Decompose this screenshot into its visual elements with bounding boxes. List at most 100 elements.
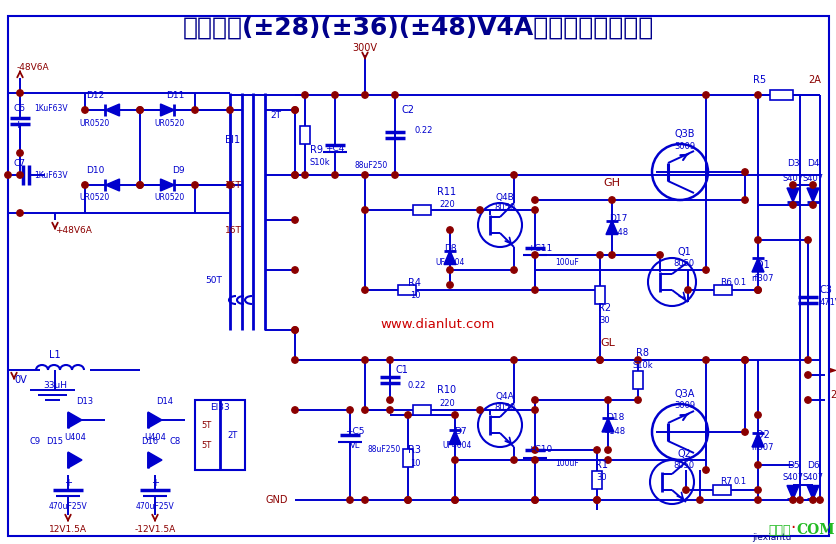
Circle shape [741, 197, 747, 203]
Circle shape [17, 172, 23, 178]
Bar [713, 285, 732, 295]
Circle shape [302, 92, 308, 98]
Circle shape [804, 372, 810, 378]
Circle shape [702, 92, 708, 98]
Text: C2: C2 [401, 105, 414, 115]
Circle shape [17, 210, 23, 216]
Polygon shape [786, 485, 798, 499]
Text: D9: D9 [172, 165, 185, 175]
Circle shape [346, 497, 353, 503]
Text: 0.1: 0.1 [732, 277, 746, 287]
Circle shape [604, 397, 610, 403]
Circle shape [386, 397, 393, 403]
Circle shape [741, 357, 747, 363]
Text: 220: 220 [439, 200, 454, 208]
Text: 470uF25V: 470uF25V [48, 503, 87, 511]
Circle shape [451, 457, 457, 463]
Text: 30: 30 [596, 473, 607, 483]
Circle shape [604, 447, 610, 453]
Text: D13: D13 [76, 398, 94, 406]
Text: 2T: 2T [227, 430, 237, 440]
Circle shape [17, 150, 23, 156]
Bar [594, 286, 604, 304]
Text: L1: L1 [49, 350, 61, 360]
Circle shape [227, 182, 233, 188]
Text: D11: D11 [166, 90, 185, 100]
Text: Q2: Q2 [676, 449, 690, 459]
Text: D14: D14 [156, 398, 173, 406]
Circle shape [292, 267, 298, 273]
Text: +C11: +C11 [527, 244, 552, 252]
Circle shape [604, 457, 610, 463]
Polygon shape [161, 179, 174, 191]
Circle shape [510, 267, 517, 273]
Circle shape [531, 497, 538, 503]
Circle shape [346, 407, 353, 413]
Bar [299, 126, 309, 144]
Circle shape [593, 497, 599, 503]
Text: C6: C6 [14, 103, 26, 113]
Text: R6: R6 [719, 277, 732, 287]
Polygon shape [786, 188, 798, 202]
Text: C3: C3 [819, 285, 832, 295]
Circle shape [809, 202, 815, 208]
Circle shape [754, 92, 760, 98]
Circle shape [82, 182, 88, 188]
Text: UR0520: UR0520 [79, 119, 110, 127]
Text: R7: R7 [719, 478, 732, 486]
Circle shape [596, 357, 603, 363]
Circle shape [531, 407, 538, 413]
Circle shape [531, 397, 538, 403]
Circle shape [702, 267, 708, 273]
Circle shape [809, 497, 815, 503]
Polygon shape [68, 412, 82, 428]
Circle shape [608, 197, 614, 203]
Text: 33uH: 33uH [43, 380, 67, 390]
Circle shape [809, 182, 815, 188]
Circle shape [634, 357, 640, 363]
Text: GL: GL [600, 338, 614, 348]
Text: ·: · [789, 519, 794, 537]
Text: 300V: 300V [352, 43, 377, 53]
Text: rf307: rf307 [751, 443, 773, 453]
Text: 88uF250: 88uF250 [354, 160, 388, 170]
Circle shape [702, 357, 708, 363]
Bar [195, 400, 245, 470]
Text: 1KuF63V: 1KuF63V [34, 103, 68, 113]
Polygon shape [105, 104, 120, 116]
Text: 4148: 4148 [607, 227, 628, 237]
Circle shape [796, 497, 803, 503]
Circle shape [741, 357, 747, 363]
Text: COM: COM [795, 523, 833, 537]
Text: D10: D10 [86, 165, 104, 175]
Text: 16T: 16T [224, 226, 241, 234]
Polygon shape [161, 104, 174, 116]
Text: R8: R8 [635, 348, 649, 358]
Circle shape [804, 237, 810, 243]
Text: EI33: EI33 [210, 404, 230, 412]
Text: VL: VL [349, 441, 359, 449]
Circle shape [596, 357, 603, 363]
Circle shape [684, 287, 691, 293]
Circle shape [446, 227, 452, 233]
Circle shape [451, 412, 457, 418]
Text: C7: C7 [14, 158, 26, 168]
Text: R1: R1 [594, 460, 608, 470]
Circle shape [531, 497, 538, 503]
Circle shape [361, 357, 368, 363]
Circle shape [361, 497, 368, 503]
Text: 0.22: 0.22 [407, 380, 426, 390]
Text: 88uF250: 88uF250 [368, 446, 400, 454]
Text: 捷成图: 捷成图 [767, 523, 789, 536]
Circle shape [593, 497, 599, 503]
Text: 220N◄: 220N◄ [829, 390, 836, 400]
Text: S10k: S10k [632, 361, 653, 369]
Text: D18: D18 [605, 413, 624, 423]
Text: UF4004: UF4004 [441, 442, 472, 450]
Circle shape [331, 92, 338, 98]
Text: D4: D4 [806, 158, 818, 168]
Circle shape [754, 497, 760, 503]
Text: GH: GH [603, 178, 619, 188]
Text: 10: 10 [410, 459, 420, 467]
Text: U404: U404 [64, 434, 86, 442]
